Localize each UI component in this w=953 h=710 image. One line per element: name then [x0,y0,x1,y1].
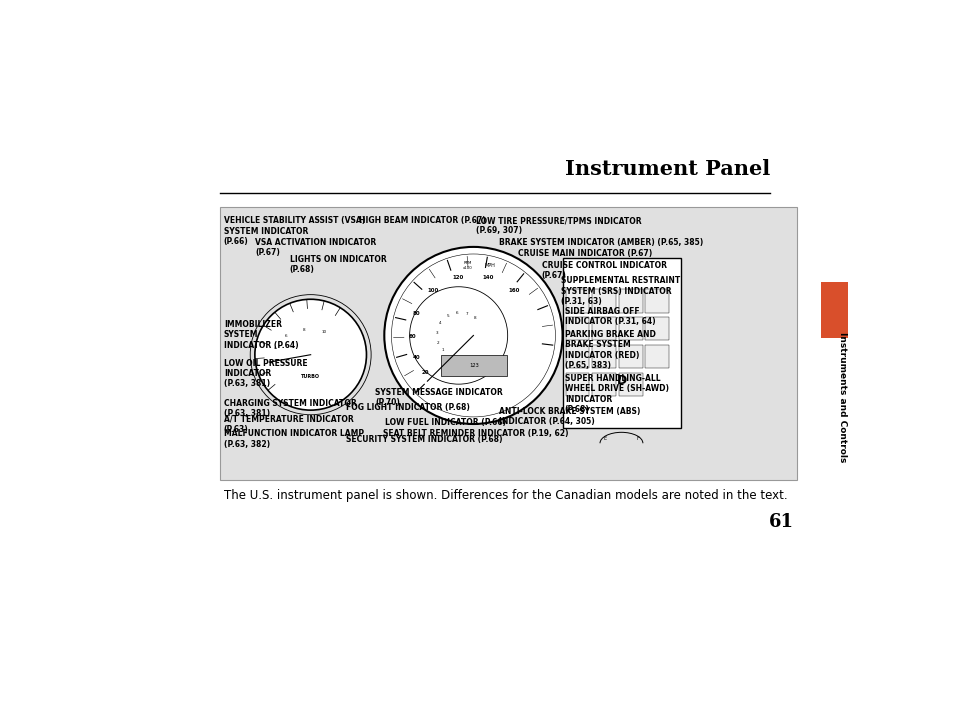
Text: 8: 8 [303,329,305,332]
Text: IMMOBILIZER
SYSTEM
INDICATOR (P.64): IMMOBILIZER SYSTEM INDICATOR (P.64) [224,320,298,350]
Text: 2: 2 [274,359,276,363]
Text: 3: 3 [436,331,438,335]
Bar [440,355,506,376]
Text: 1: 1 [440,348,443,352]
Bar [565,373,589,395]
Bar [645,345,669,368]
Text: SECURITY SYSTEM INDICATOR (P.68): SECURITY SYSTEM INDICATOR (P.68) [345,435,501,444]
Text: LOW OIL PRESSURE
INDICATOR
(P.63, 381): LOW OIL PRESSURE INDICATOR (P.63, 381) [224,359,307,388]
Text: LOW TIRE PRESSURE/TPMS INDICATOR
(P.69, 307): LOW TIRE PRESSURE/TPMS INDICATOR (P.69, … [476,216,640,236]
Text: 61: 61 [768,513,794,530]
Bar [592,290,616,312]
Text: 100: 100 [427,288,438,293]
Text: 123: 123 [469,363,478,368]
Text: 140: 140 [482,275,494,280]
Text: 4: 4 [438,322,441,325]
Text: VEHICLE STABILITY ASSIST (VSA)
SYSTEM INDICATOR
(P.66): VEHICLE STABILITY ASSIST (VSA) SYSTEM IN… [224,216,365,246]
Text: MALFUNCTION INDICATOR LAMP
(P.63, 382): MALFUNCTION INDICATOR LAMP (P.63, 382) [224,430,364,449]
Text: LOW FUEL INDICATOR (P.66): LOW FUEL INDICATOR (P.66) [385,418,505,427]
Text: CHARGING SYSTEM INDICATOR
(P.63, 381): CHARGING SYSTEM INDICATOR (P.63, 381) [224,398,356,418]
Text: LIGHTS ON INDICATOR
(P.68): LIGHTS ON INDICATOR (P.68) [290,255,386,274]
Bar [618,317,642,340]
Text: Instruments and Controls: Instruments and Controls [837,332,846,462]
Text: CRUISE MAIN INDICATOR (P.67): CRUISE MAIN INDICATOR (P.67) [517,249,652,258]
Text: 10: 10 [321,330,327,334]
Ellipse shape [384,247,562,424]
Text: SUPPLEMENTAL RESTRAINT
SYSTEM (SRS) INDICATOR
(P.31, 63): SUPPLEMENTAL RESTRAINT SYSTEM (SRS) INDI… [560,276,679,306]
Text: 6: 6 [284,334,287,339]
Text: VSA ACTIVATION INDICATOR
(P.67): VSA ACTIVATION INDICATOR (P.67) [254,238,375,257]
Bar [592,373,616,395]
Bar [618,345,642,368]
Bar [565,345,589,368]
Bar [645,290,669,312]
Text: F: F [636,437,639,442]
Text: 20: 20 [421,370,429,375]
Text: 60: 60 [409,334,416,339]
Text: TURBO: TURBO [301,374,320,379]
Text: ANTI-LOCK BRAKE SYSTEM (ABS)
INDICATOR (P.64, 305): ANTI-LOCK BRAKE SYSTEM (ABS) INDICATOR (… [498,407,639,427]
Bar [820,282,847,338]
Text: A/T TEMPERATURE INDICATOR
(P.63): A/T TEMPERATURE INDICATOR (P.63) [224,415,354,434]
Text: E: E [603,437,606,442]
Ellipse shape [254,299,366,410]
Text: PARKING BRAKE AND
BRAKE SYSTEM
INDICATOR (RED)
(P.65, 383): PARKING BRAKE AND BRAKE SYSTEM INDICATOR… [564,330,655,370]
Text: The U.S. instrument panel is shown. Differences for the Canadian models are note: The U.S. instrument panel is shown. Diff… [224,489,786,503]
Bar [592,345,616,368]
Bar [220,207,797,480]
Text: 4: 4 [274,346,276,350]
Bar [618,373,642,395]
Bar [565,317,589,340]
Bar [565,290,589,312]
Text: 7: 7 [465,312,468,316]
Text: 40: 40 [413,354,420,359]
Text: 80: 80 [413,312,420,317]
Text: SUPER HANDLING-ALL
WHEEL DRIVE (SH-AWD)
INDICATOR
(P.68): SUPER HANDLING-ALL WHEEL DRIVE (SH-AWD) … [564,374,668,414]
Text: RPM
x100: RPM x100 [462,261,472,270]
Text: HIGH BEAM INDICATOR (P.67): HIGH BEAM INDICATOR (P.67) [359,216,486,225]
Text: 8: 8 [474,317,476,320]
Text: SEAT BELT REMINDER INDICATOR (P.19, 62): SEAT BELT REMINDER INDICATOR (P.19, 62) [382,429,568,437]
Text: SYSTEM MESSAGE INDICATOR
(P.70): SYSTEM MESSAGE INDICATOR (P.70) [375,388,502,408]
Text: 2: 2 [436,341,439,344]
Text: CRUISE CONTROL INDICATOR
(P.67): CRUISE CONTROL INDICATOR (P.67) [541,261,666,280]
Text: 160: 160 [508,288,519,293]
Text: MPH: MPH [484,263,495,268]
Text: 5: 5 [446,314,449,318]
Bar [618,290,642,312]
Text: SIDE AIRBAG OFF
INDICATOR (P.31, 64): SIDE AIRBAG OFF INDICATOR (P.31, 64) [564,307,655,327]
Bar [592,317,616,340]
Bar [562,258,680,428]
Text: Instrument Panel: Instrument Panel [564,159,769,179]
Text: 6: 6 [456,311,458,315]
Text: BRAKE SYSTEM INDICATOR (AMBER) (P.65, 385): BRAKE SYSTEM INDICATOR (AMBER) (P.65, 38… [498,238,702,246]
Text: FOG LIGHT INDICATOR (P.68): FOG LIGHT INDICATOR (P.68) [345,403,469,413]
Text: 120: 120 [452,275,463,280]
Text: D: D [617,374,627,387]
Bar [645,317,669,340]
Ellipse shape [391,254,555,417]
